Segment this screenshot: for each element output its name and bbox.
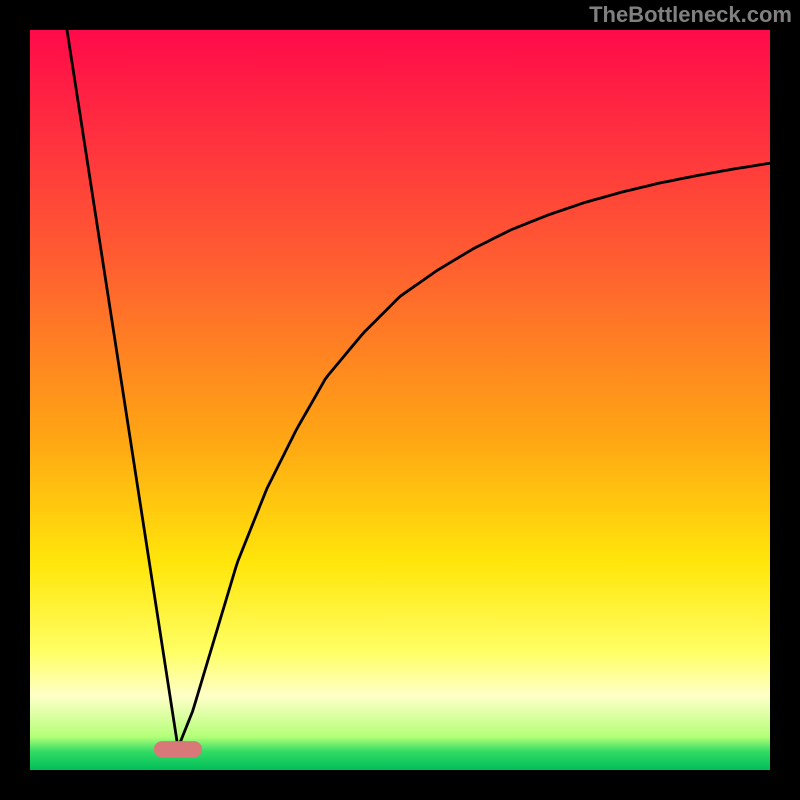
chart-container: TheBottleneck.com (0, 0, 800, 800)
watermark-text: TheBottleneck.com (589, 2, 792, 28)
plot-area (30, 30, 770, 770)
optimum-marker (154, 741, 202, 757)
bottleneck-curve-chart (0, 0, 800, 800)
